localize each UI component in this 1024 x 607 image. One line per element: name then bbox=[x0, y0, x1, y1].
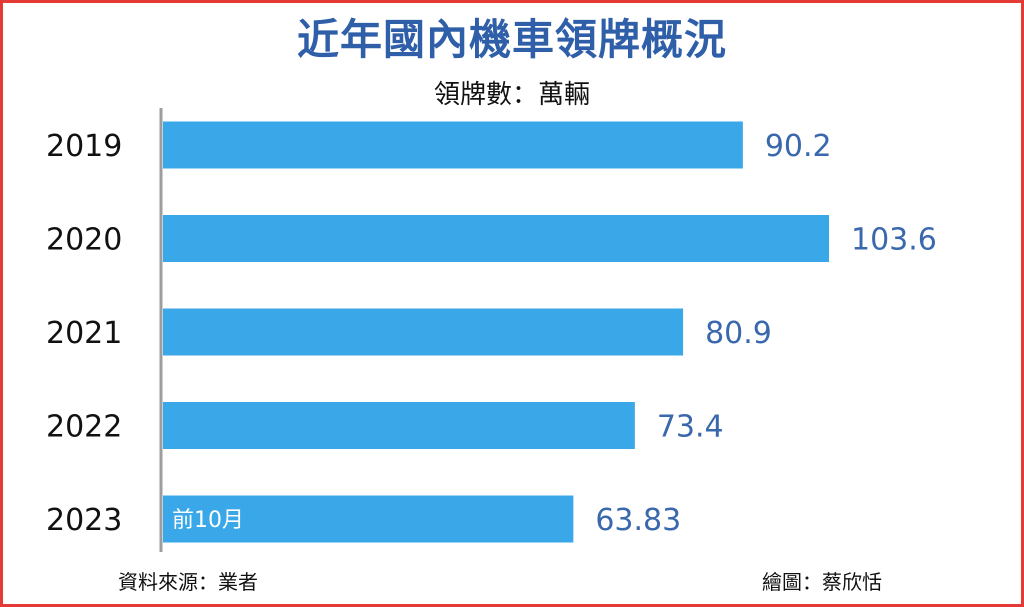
bar-2023 bbox=[163, 495, 574, 543]
category-label-2022: 2022 bbox=[46, 410, 122, 445]
value-label-2023: 63.83 bbox=[595, 503, 681, 538]
value-label-2019: 90.2 bbox=[765, 129, 832, 164]
value-label-2021: 80.9 bbox=[705, 316, 772, 351]
bar-2021 bbox=[163, 308, 684, 356]
bar-note-2023: 前10月 bbox=[172, 508, 244, 533]
value-label-2022: 73.4 bbox=[657, 410, 724, 445]
chart-subtitle: 領牌數：萬輛 bbox=[433, 80, 590, 110]
bar-2022 bbox=[163, 402, 635, 449]
category-label-2023: 2023 bbox=[46, 503, 122, 538]
source-note: 資料來源：業者 bbox=[118, 570, 258, 594]
chart-title: 近年國內機車領牌概況 bbox=[296, 15, 727, 64]
value-label-2020: 103.6 bbox=[851, 223, 937, 258]
category-label-2020: 2020 bbox=[46, 223, 122, 258]
category-label-2021: 2021 bbox=[46, 316, 122, 351]
bar-2019 bbox=[163, 121, 743, 169]
bar-2020 bbox=[163, 215, 829, 262]
category-label-2019: 2019 bbox=[46, 129, 122, 164]
credit-note: 繪圖：蔡欣恬 bbox=[762, 570, 882, 594]
